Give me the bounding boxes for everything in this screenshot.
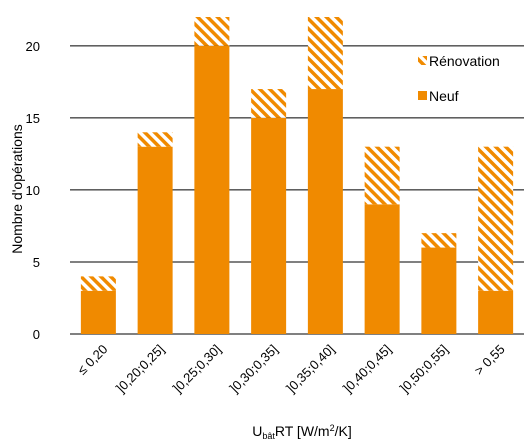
- y-axis-ticks: 0 5 10 15 20: [26, 39, 40, 342]
- x-axis-title-superscript: 2: [330, 423, 335, 433]
- bar-neuf: [478, 290, 514, 334]
- x-axis-title-prefix: U: [252, 423, 262, 439]
- legend-swatch-neuf: [418, 91, 427, 100]
- y-axis-title: Nombre d'opérations: [9, 124, 25, 254]
- bar-neuf: [364, 204, 400, 334]
- bar-neuf: [194, 45, 230, 335]
- bar-neuf: [307, 89, 343, 334]
- x-tick-label: > 0,55: [471, 342, 507, 378]
- y-tick-label: 5: [33, 255, 40, 270]
- x-tick-label: ]0,20;0,25]: [113, 342, 167, 396]
- bar-renovation: [251, 89, 287, 118]
- bar-renovation: [478, 146, 514, 291]
- x-tick-label: ]0,25;0,30]: [170, 342, 224, 396]
- x-tick-label: ]0,40;0,45]: [340, 342, 394, 396]
- bar-renovation: [80, 276, 116, 291]
- x-axis-title: UbâtRT [W/m2/K]: [252, 423, 351, 440]
- x-axis-title-subscript: bât: [262, 431, 275, 440]
- y-tick-label: 10: [26, 183, 40, 198]
- x-axis-title-suffix: /K]: [335, 423, 352, 439]
- y-tick-label: 15: [26, 111, 40, 126]
- legend: Rénovation Neuf: [418, 53, 500, 104]
- x-tick-label: ≤ 0,20: [74, 342, 110, 378]
- bar-neuf: [137, 146, 173, 334]
- bar-renovation: [194, 17, 230, 46]
- bar-neuf: [251, 117, 287, 334]
- y-tick-label: 20: [26, 39, 40, 54]
- x-axis-title-middle: RT [W/m: [275, 423, 330, 439]
- x-tick-label: ]0,35;0,40]: [283, 342, 337, 396]
- bar-renovation: [364, 146, 400, 205]
- bar-renovation: [137, 132, 173, 147]
- bar-renovation: [421, 233, 457, 248]
- bar-renovation: [307, 17, 343, 90]
- x-axis-ticks: ≤ 0,20]0,20;0,25]]0,25;0,30]]0,30;0,35]]…: [74, 342, 507, 396]
- legend-swatch-renovation: [418, 56, 427, 65]
- legend-label: Neuf: [429, 88, 459, 104]
- bar-neuf: [80, 290, 116, 334]
- x-tick-label: ]0,30;0,35]: [227, 342, 281, 396]
- bars: [80, 17, 514, 335]
- x-tick-label: ]0,50;0,55]: [397, 342, 451, 396]
- legend-label: Rénovation: [429, 53, 500, 69]
- y-tick-label: 0: [33, 327, 40, 342]
- bar-neuf: [421, 247, 457, 334]
